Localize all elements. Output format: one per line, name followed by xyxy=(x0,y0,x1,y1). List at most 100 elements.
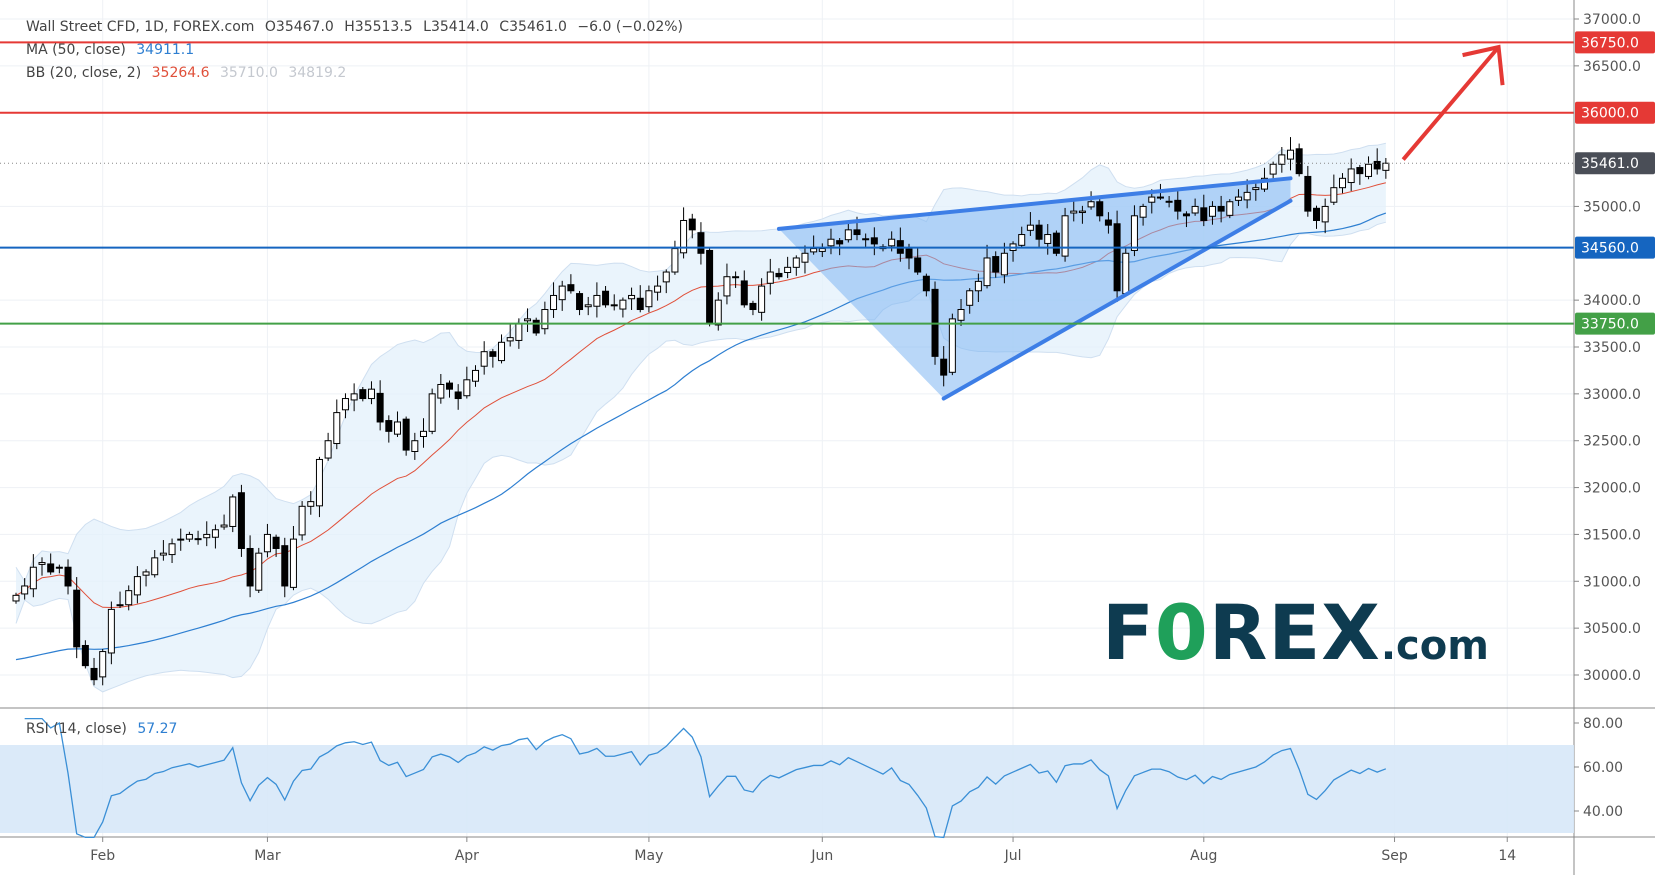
candle-body xyxy=(1286,149,1294,160)
candle-body xyxy=(55,566,63,569)
candle-body xyxy=(107,608,115,654)
time-tick-label: Aug xyxy=(1190,848,1217,864)
candle-body xyxy=(1382,162,1390,171)
candle-body xyxy=(974,280,982,292)
candle-body xyxy=(905,248,913,259)
candle-body xyxy=(177,538,185,541)
candle-body xyxy=(454,391,462,400)
rsi-legend[interactable]: RSI (14, close) 57.27 xyxy=(26,721,183,737)
candle-body xyxy=(411,440,419,452)
candle-body xyxy=(662,271,670,283)
candle-body xyxy=(801,252,809,263)
logo-text: F xyxy=(1102,588,1155,677)
candle-body xyxy=(853,229,861,236)
candle-body xyxy=(194,538,202,541)
candle-body xyxy=(1304,175,1312,212)
bb-legend[interactable]: BB (20, close, 2) 35264.6 35710.0 34819.… xyxy=(26,65,352,81)
candle-body xyxy=(714,299,722,326)
symbol-title: Wall Street CFD, 1D, FOREX.com xyxy=(26,19,255,35)
candle-body xyxy=(203,533,211,539)
price-tick-label: 30000.0 xyxy=(1583,668,1641,684)
candle-body xyxy=(602,290,610,306)
candle-body xyxy=(47,563,55,573)
candle-body xyxy=(775,272,783,278)
candle-body xyxy=(1122,252,1130,295)
candle-body xyxy=(1373,160,1381,170)
candle-body xyxy=(289,538,297,588)
price-tick-label: 30500.0 xyxy=(1583,621,1641,637)
candle-body xyxy=(1200,207,1208,221)
candle-body xyxy=(550,294,558,311)
bb-basis-value: 35264.6 xyxy=(151,65,210,81)
candle-body xyxy=(1234,196,1242,201)
candle-body xyxy=(151,557,159,576)
time-tick-label: Mar xyxy=(254,848,281,864)
candle-body xyxy=(29,566,37,590)
candle-body xyxy=(862,238,870,241)
candle-body xyxy=(654,285,662,293)
candle-body xyxy=(792,257,800,268)
candle-body xyxy=(73,589,81,648)
candle-body xyxy=(367,388,375,400)
level-price-badge xyxy=(1575,236,1655,259)
candle-body xyxy=(1243,191,1251,201)
rsi-label: RSI (14, close) xyxy=(26,721,127,737)
candle-body xyxy=(1182,213,1190,217)
symbol-legend: Wall Street CFD, 1D, FOREX.com O35467.0 … xyxy=(26,19,689,35)
candle-body xyxy=(255,552,263,591)
candle-body xyxy=(38,562,46,565)
time-tick-label: 14 xyxy=(1498,848,1516,864)
level-price-badge xyxy=(1575,312,1655,335)
candle-body xyxy=(1087,201,1095,208)
candle-body xyxy=(21,585,29,595)
level-price-badge-text: 34560.0 xyxy=(1581,241,1639,257)
candle-body xyxy=(81,644,89,667)
candle-body xyxy=(758,285,766,313)
candle-body xyxy=(1130,215,1138,251)
candle-body xyxy=(732,276,740,279)
candle-body xyxy=(688,218,696,231)
last-price-badge-text: 35461.0 xyxy=(1581,156,1639,172)
candle-body xyxy=(810,248,818,253)
candle-body xyxy=(272,536,280,549)
candle-body xyxy=(636,297,644,311)
candle-body xyxy=(957,309,965,321)
candle-body xyxy=(671,248,679,273)
candle-body xyxy=(645,290,653,308)
candle-body xyxy=(498,341,506,362)
logo-text-2: REX xyxy=(1208,588,1381,677)
candle-body xyxy=(784,266,792,273)
candle-body xyxy=(680,219,688,254)
candle-body xyxy=(125,590,133,606)
candle-body xyxy=(1156,196,1164,199)
rsi-tick-label: 60.00 xyxy=(1583,760,1623,776)
candle-body xyxy=(428,393,436,432)
candle-body xyxy=(706,249,714,325)
level-price-badge-text: 33750.0 xyxy=(1581,317,1639,333)
candle-body xyxy=(393,421,401,435)
rsi-line xyxy=(24,717,1387,839)
candle-body xyxy=(185,533,193,540)
candle-body xyxy=(402,418,410,451)
candle-body xyxy=(1035,224,1043,240)
price-tick-label: 33000.0 xyxy=(1583,387,1641,403)
candle-body xyxy=(844,229,852,241)
candle-body xyxy=(159,552,167,556)
candle-body xyxy=(350,393,358,401)
ohlc-change: −6.0 (−0.02%) xyxy=(577,19,683,35)
candle-body xyxy=(922,275,930,292)
bb-upper-value: 35710.0 xyxy=(219,65,278,81)
wedge-upper-trendline xyxy=(776,176,1293,231)
candle-body xyxy=(1313,207,1320,221)
candle-body xyxy=(740,280,748,306)
ohlc-open: O35467.0 xyxy=(264,19,334,35)
candle-body xyxy=(948,318,956,373)
candle-body xyxy=(1278,154,1286,165)
ma-legend[interactable]: MA (50, close) 34911.1 xyxy=(26,42,200,58)
candle-body xyxy=(1217,205,1225,212)
candle-body xyxy=(515,323,523,341)
candle-body xyxy=(298,505,306,536)
candle-body xyxy=(99,651,107,678)
candle-body xyxy=(506,337,514,342)
